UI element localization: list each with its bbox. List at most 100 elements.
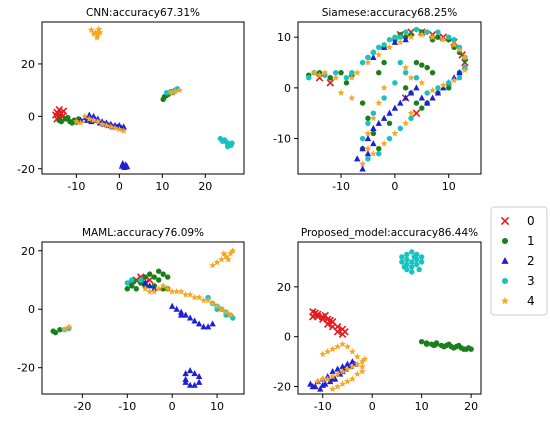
data-point-class-4 bbox=[439, 81, 447, 89]
data-point-class-1 bbox=[327, 75, 334, 81]
data-point-class-0 bbox=[333, 327, 342, 336]
data-point-class-3 bbox=[399, 254, 405, 260]
data-point-class-2 bbox=[440, 84, 447, 91]
data-point-class-3 bbox=[332, 69, 339, 76]
data-point-class-2 bbox=[307, 380, 314, 387]
data-point-class-2 bbox=[195, 320, 203, 327]
data-point-class-2 bbox=[391, 104, 399, 111]
x-tick-label: 0 bbox=[169, 400, 176, 413]
data-point-class-3 bbox=[397, 34, 403, 40]
data-point-class-4 bbox=[222, 252, 230, 260]
data-layer bbox=[306, 26, 469, 172]
data-point-class-4 bbox=[418, 79, 426, 86]
data-point-class-4 bbox=[319, 350, 327, 358]
data-point-class-2 bbox=[182, 311, 189, 318]
x-tick-label: -10 bbox=[314, 400, 332, 413]
data-point-class-4 bbox=[96, 28, 104, 36]
data-point-class-3 bbox=[386, 135, 393, 142]
data-point-class-3 bbox=[224, 143, 231, 150]
x-tick-label: 10 bbox=[210, 400, 224, 413]
data-point-class-2 bbox=[354, 155, 361, 162]
data-point-class-3 bbox=[397, 125, 403, 132]
data-layer bbox=[307, 249, 474, 392]
data-point-class-1 bbox=[69, 120, 75, 126]
data-point-class-2 bbox=[173, 305, 180, 312]
data-point-class-4 bbox=[176, 86, 184, 94]
data-point-class-1 bbox=[164, 274, 171, 280]
data-point-class-4 bbox=[316, 71, 324, 79]
data-point-class-3 bbox=[129, 277, 135, 283]
x-tick-label: 10 bbox=[415, 400, 429, 413]
data-point-class-4 bbox=[120, 127, 128, 134]
data-point-class-4 bbox=[450, 41, 458, 48]
data-point-class-2 bbox=[364, 135, 372, 142]
data-point-class-4 bbox=[329, 385, 337, 392]
data-point-class-4 bbox=[220, 250, 228, 257]
data-point-class-2 bbox=[209, 320, 216, 327]
data-point-class-4 bbox=[407, 74, 415, 81]
data-point-class-3 bbox=[424, 29, 430, 35]
data-point-class-3 bbox=[370, 110, 377, 116]
data-point-class-2 bbox=[418, 94, 425, 101]
data-point-class-4 bbox=[343, 342, 351, 350]
data-point-class-4 bbox=[229, 247, 237, 254]
data-point-class-4 bbox=[227, 250, 235, 257]
data-point-class-1 bbox=[402, 85, 409, 91]
data-point-class-1 bbox=[56, 117, 62, 123]
data-point-class-2 bbox=[83, 116, 91, 123]
data-point-class-1 bbox=[429, 69, 436, 76]
data-point-class-4 bbox=[337, 89, 345, 96]
y-tick-label: 0 bbox=[28, 303, 35, 316]
data-point-class-4 bbox=[334, 382, 342, 390]
data-point-class-4 bbox=[224, 255, 232, 263]
data-point-class-2 bbox=[191, 317, 198, 324]
data-point-class-1 bbox=[57, 326, 63, 333]
data-point-class-4 bbox=[94, 117, 102, 125]
data-point-class-4 bbox=[324, 347, 332, 355]
subplot-title: Proposed_model:accuracy86.44% bbox=[301, 227, 478, 239]
data-point-class-3 bbox=[409, 269, 415, 275]
data-point-class-4 bbox=[461, 66, 469, 74]
x-tick-label: 0 bbox=[391, 180, 398, 193]
data-point-class-4 bbox=[87, 26, 95, 33]
data-point-class-3 bbox=[413, 26, 420, 33]
data-point-class-3 bbox=[124, 280, 131, 286]
data-point-class-4 bbox=[107, 123, 115, 130]
data-point-class-3 bbox=[435, 85, 441, 91]
data-point-class-1 bbox=[359, 100, 366, 106]
data-point-class-3 bbox=[306, 75, 312, 81]
legend-marker-0 bbox=[500, 216, 510, 226]
data-point-class-1 bbox=[124, 286, 131, 292]
data-point-class-2 bbox=[429, 94, 436, 101]
data-point-class-1 bbox=[381, 59, 387, 66]
data-point-class-4 bbox=[391, 129, 399, 137]
data-point-class-2 bbox=[375, 119, 382, 126]
subplot-title: CNN:accuracy67.31% bbox=[86, 7, 200, 19]
data-point-class-2 bbox=[359, 165, 366, 172]
data-point-class-4 bbox=[321, 68, 329, 76]
legend-marker-1 bbox=[501, 237, 509, 245]
data-point-class-2 bbox=[146, 282, 153, 289]
data-point-class-4 bbox=[150, 288, 158, 295]
data-point-class-4 bbox=[359, 160, 367, 167]
x-tick-label: -10 bbox=[118, 400, 136, 413]
data-point-class-2 bbox=[168, 302, 176, 309]
data-point-class-3 bbox=[138, 277, 144, 283]
data-point-class-4 bbox=[339, 340, 347, 348]
data-point-class-0 bbox=[51, 111, 60, 119]
data-point-class-4 bbox=[173, 288, 181, 295]
legend-label: 4 bbox=[527, 294, 535, 308]
data-point-class-1 bbox=[433, 340, 440, 346]
data-point-class-4 bbox=[380, 139, 388, 147]
data-point-class-0 bbox=[323, 320, 332, 328]
data-point-class-1 bbox=[133, 286, 139, 292]
data-point-class-3 bbox=[435, 29, 441, 35]
data-point-class-3 bbox=[370, 49, 377, 56]
data-point-class-0 bbox=[326, 79, 335, 87]
data-point-class-2 bbox=[329, 375, 336, 382]
data-point-class-3 bbox=[402, 69, 409, 76]
data-point-class-2 bbox=[317, 385, 324, 392]
data-point-class-3 bbox=[365, 156, 371, 162]
data-point-class-4 bbox=[65, 323, 73, 330]
